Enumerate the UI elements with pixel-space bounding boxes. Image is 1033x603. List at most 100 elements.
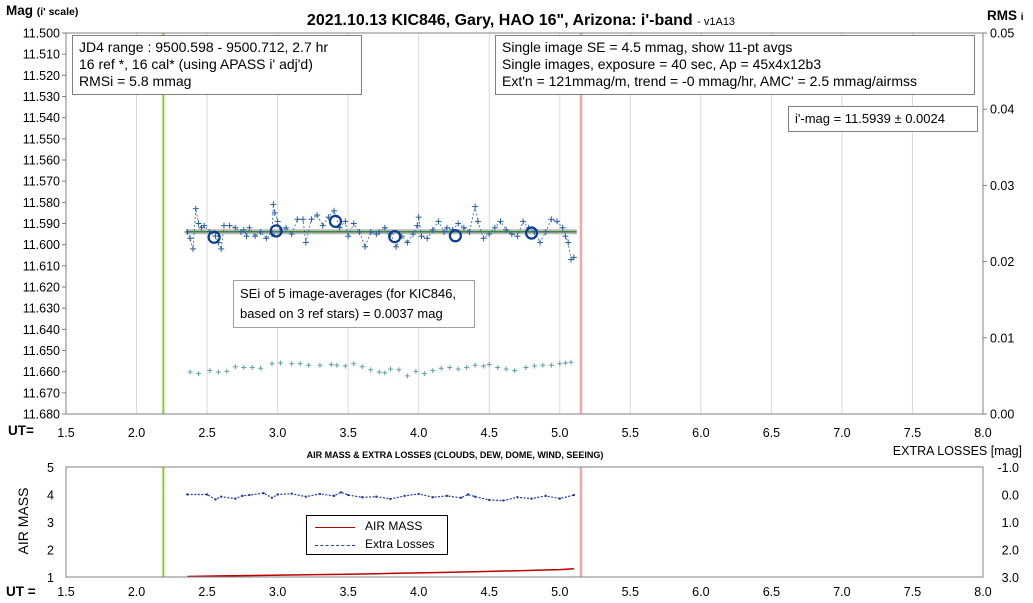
rms-point	[297, 361, 303, 367]
extra-losses-tick-label: 2.0	[1002, 544, 1019, 558]
legend-swatch-extra-losses	[315, 545, 355, 546]
single-image-point	[308, 216, 315, 223]
extra-losses-point	[234, 497, 237, 500]
mag-tick-label: 11.680	[23, 408, 60, 422]
ut-tick-label: 7.0	[833, 585, 850, 599]
mag-tick-label: 11.550	[23, 132, 60, 146]
mag-tick-label: 11.520	[23, 69, 60, 83]
ut-tick-label: 5.0	[551, 585, 568, 599]
single-image-point	[548, 216, 555, 223]
ut-axis-label-top: UT=	[8, 423, 34, 438]
extra-losses-point	[248, 493, 251, 497]
ut-tick-label: 4.0	[410, 426, 427, 440]
rms-point	[368, 367, 374, 373]
single-image-point	[345, 233, 352, 240]
rms-point	[472, 362, 478, 368]
ut-tick-label: 6.0	[692, 426, 709, 440]
single-image-point	[474, 218, 481, 225]
jd-range-line-1: JD4 range : 9500.598 - 9500.712, 2.7 hr	[79, 39, 329, 55]
ut-tick-label: 5.5	[622, 426, 639, 440]
single-image-series	[184, 201, 577, 263]
legend-label-extra-losses: Extra Losses	[365, 537, 435, 551]
ut-tick-label: 8.0	[974, 426, 991, 440]
ut-tick-label: 7.5	[904, 426, 921, 440]
i-mag-text: i'-mag = 11.5939 ± 0.0024	[795, 111, 945, 126]
mag-tick-label: 11.660	[23, 365, 60, 379]
airmass-plot-area	[66, 467, 983, 577]
single-image-point	[367, 228, 374, 235]
rms-point	[413, 368, 419, 374]
rms-point	[503, 366, 509, 372]
single-image-point	[246, 224, 253, 231]
rms-tick-label: 0.01	[990, 331, 1014, 345]
magnitude-chart: 11.500 11.510 11.520 11.530 11.540 11.550 11.5…	[6, 3, 1024, 440]
mag-tick-label: 11.570	[23, 175, 60, 189]
rms-point	[306, 362, 312, 368]
extra-losses-point	[502, 499, 505, 502]
extra-losses-point	[205, 493, 209, 496]
extra-losses-point	[276, 493, 279, 496]
extra-losses-point	[262, 491, 265, 495]
single-image-point	[195, 220, 202, 227]
ut-tick-label: 4.5	[481, 426, 498, 440]
single-image-point	[570, 254, 577, 261]
se-info-line-3: Ext'n = 121mmag/m, trend = -0 mmag/hr, A…	[502, 73, 917, 89]
rms-point	[277, 360, 283, 366]
single-image-point	[455, 220, 462, 227]
single-image-point	[192, 205, 199, 212]
airmass-axis-label: AIR MASS	[15, 488, 31, 555]
ut-tick-label: 6.0	[692, 585, 709, 599]
rms-point	[187, 369, 193, 375]
jd-range-line-3: RMSi = 5.8 mmag	[79, 73, 192, 89]
extra-losses-point	[361, 496, 364, 499]
airmass-tick-label: 5	[47, 461, 54, 475]
rms-point	[224, 368, 230, 374]
rms-series	[187, 359, 574, 379]
ut-axis-ticks-top: 1.5 2.0 2.5 3.0 3.5 4.0 4.5 5.0 5.5 6.0 6.5 7.0 7.5 8…	[57, 426, 991, 440]
extra-losses-point	[516, 496, 519, 499]
single-image-point	[415, 214, 422, 221]
single-image-point	[480, 235, 487, 242]
single-image-point	[243, 233, 250, 240]
rms-point	[359, 364, 365, 370]
ut-axis-label-bottom: UT =	[6, 584, 36, 599]
extra-losses-point	[431, 496, 434, 499]
ut-tick-label: 6.5	[763, 426, 780, 440]
rms-point	[540, 362, 546, 368]
mag-tick-label: 11.530	[23, 90, 60, 104]
single-image-point	[240, 226, 247, 233]
airmass-chart-title: AIR MASS & EXTRA LOSSES (CLOUDS, DEW, DO…	[307, 450, 604, 460]
single-image-point	[342, 218, 349, 225]
single-image-point	[350, 220, 357, 227]
mag-tick-label: 11.650	[23, 344, 60, 358]
se-info-line-1: Single image SE = 4.5 mmag, show 11-pt a…	[502, 39, 793, 55]
single-image-point	[410, 231, 417, 238]
single-image-point	[221, 222, 228, 229]
rms-point	[464, 365, 470, 371]
rms-axis-label: RMS i	[987, 8, 1024, 23]
airmass-marker-lines	[162, 467, 583, 577]
average-point	[269, 224, 283, 238]
mag-axis-label: Mag (i' scale)	[6, 3, 78, 18]
rms-point	[249, 365, 255, 371]
mag-tick-label: 11.560	[23, 154, 60, 168]
extra-losses-axis-label: EXTRA LOSSES [mag]	[893, 444, 1022, 458]
single-image-point	[189, 245, 196, 252]
single-image-point	[271, 209, 278, 216]
mag-tick-label: 11.620	[23, 281, 60, 295]
ut-tick-label: 1.5	[57, 426, 74, 440]
single-image-point	[319, 222, 326, 229]
magnitude-plot-area	[66, 33, 983, 414]
legend-item-airmass: AIR MASS	[307, 519, 447, 535]
rms-point	[562, 360, 568, 366]
jd-range-line-2: 16 ref *, 16 cal* (using APASS i' adj'd)	[79, 56, 313, 72]
sei-line-1: SEi of 5 image-averages (for KIC846,	[240, 286, 457, 301]
rms-point	[317, 362, 323, 368]
single-image-point	[184, 228, 191, 235]
extra-losses-point	[214, 498, 217, 501]
single-image-point	[460, 224, 467, 231]
mag-tick-label: 11.590	[23, 217, 60, 231]
single-image-point	[466, 228, 473, 235]
extra-losses-point	[403, 494, 406, 498]
